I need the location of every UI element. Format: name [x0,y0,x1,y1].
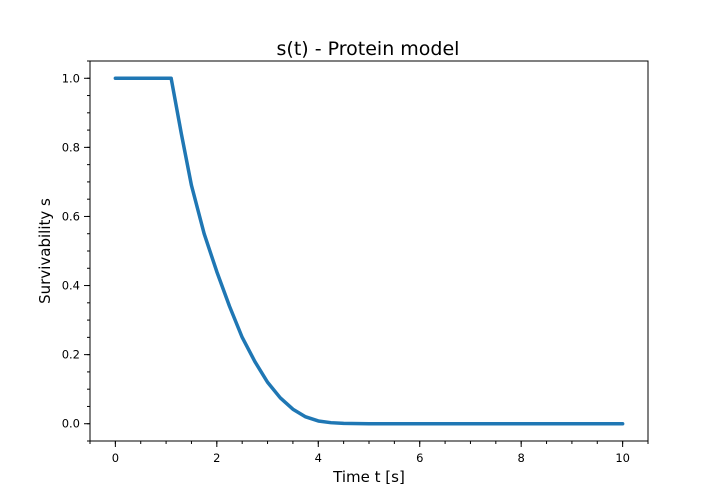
y-tick-label: 0.6 [62,209,80,223]
x-tick-label: 8 [518,451,525,465]
y-tick-label: 0.0 [62,417,80,431]
series-layer [113,76,625,426]
x-tick-label: 10 [615,451,630,465]
x-axis-label: Time t [s] [332,468,405,486]
x-tick-label: 4 [315,451,322,465]
y-tick-label: 0.4 [62,279,80,293]
y-tick-label: 1.0 [62,71,80,85]
x-tick-label: 2 [213,451,220,465]
chart-title: s(t) - Protein model [277,38,460,60]
axis-ticks: 0 2 4 6 8 10 0.0 0.2 0.4 0.6 0.8 1.0 [62,60,649,465]
series-line [113,76,625,426]
y-axis-label: Survivability s [36,198,54,304]
plot-frame [89,60,649,442]
y-tick-label: 0.2 [62,348,80,362]
x-tick-label: 6 [416,451,423,465]
y-tick-label: 0.8 [62,140,80,154]
x-tick-label: 0 [112,451,119,465]
